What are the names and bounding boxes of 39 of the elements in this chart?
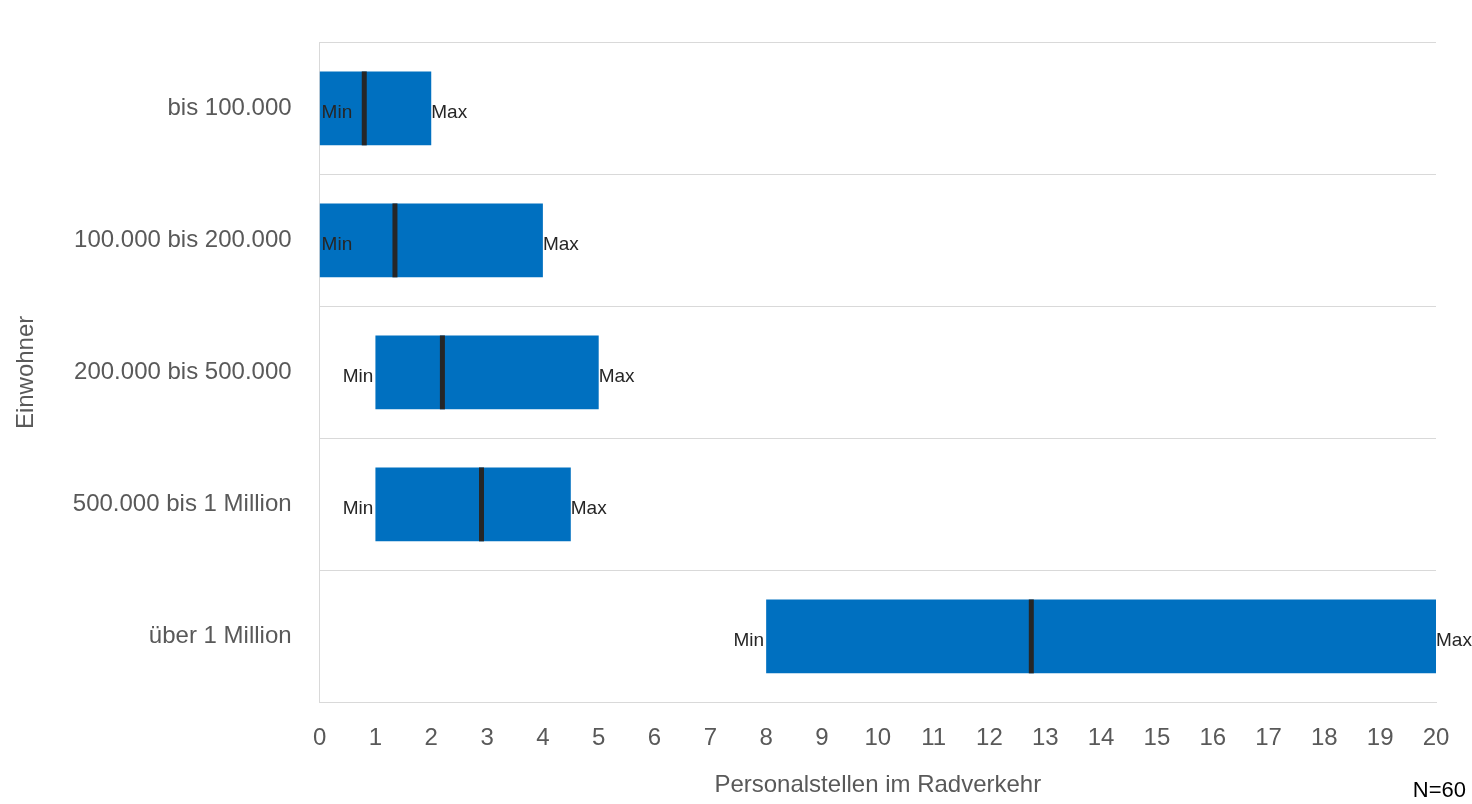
annotation: Max bbox=[598, 364, 636, 386]
annotation: Max bbox=[570, 496, 608, 518]
x-tick-label: 13 bbox=[1031, 723, 1059, 751]
x-tick-label: 7 bbox=[703, 723, 718, 751]
annotation: Min bbox=[733, 628, 765, 650]
annotation: Min bbox=[321, 232, 353, 254]
x-tick-label: 9 bbox=[815, 723, 829, 751]
y-tick-label: über 1 Million bbox=[148, 621, 292, 649]
x-tick-label: 20 bbox=[1422, 723, 1450, 751]
annotation: Min bbox=[342, 364, 374, 386]
x-tick-label: 8 bbox=[759, 723, 773, 751]
x-tick-label: 15 bbox=[1143, 723, 1171, 751]
y-tick-label: 500.000 bis 1 Million bbox=[72, 489, 292, 517]
annotation: Max bbox=[431, 100, 468, 122]
x-tick-label: 16 bbox=[1199, 723, 1227, 751]
annotation: Min bbox=[342, 496, 374, 518]
x-tick-label: 4 bbox=[536, 723, 550, 751]
x-tick-label: 18 bbox=[1311, 723, 1338, 751]
x-tick-label: 6 bbox=[647, 723, 662, 751]
annotation: Min bbox=[321, 100, 353, 122]
x-tick-label: 17 bbox=[1255, 723, 1282, 751]
x-tick-label: 10 bbox=[864, 723, 892, 751]
x-tick-label: 11 bbox=[921, 723, 947, 751]
x-tick-label: 19 bbox=[1366, 723, 1394, 751]
y-tick-label: 200.000 bis 500.000 bbox=[74, 357, 292, 385]
annotation: Max bbox=[1436, 628, 1472, 650]
text: N=60 bbox=[1412, 777, 1466, 803]
x-tick-label: 2 bbox=[424, 723, 438, 751]
x-tick-label: 12 bbox=[976, 723, 1003, 751]
y-tick-label: 100.000 bis 200.000 bbox=[74, 225, 292, 253]
x-tick-label: 1 bbox=[368, 723, 383, 751]
x-tick-label: 5 bbox=[592, 723, 606, 751]
y-tick-label: bis 100.000 bbox=[167, 93, 292, 121]
x-tick-label: 0 bbox=[312, 723, 327, 751]
annotation: Max bbox=[542, 232, 580, 254]
x-tick-label: 14 bbox=[1087, 723, 1115, 751]
x-tick-label: 3 bbox=[480, 723, 494, 751]
y-axis-title: Einwohner bbox=[11, 315, 39, 430]
x-axis-title: Personalstellen im Radverkehr bbox=[714, 770, 1042, 798]
